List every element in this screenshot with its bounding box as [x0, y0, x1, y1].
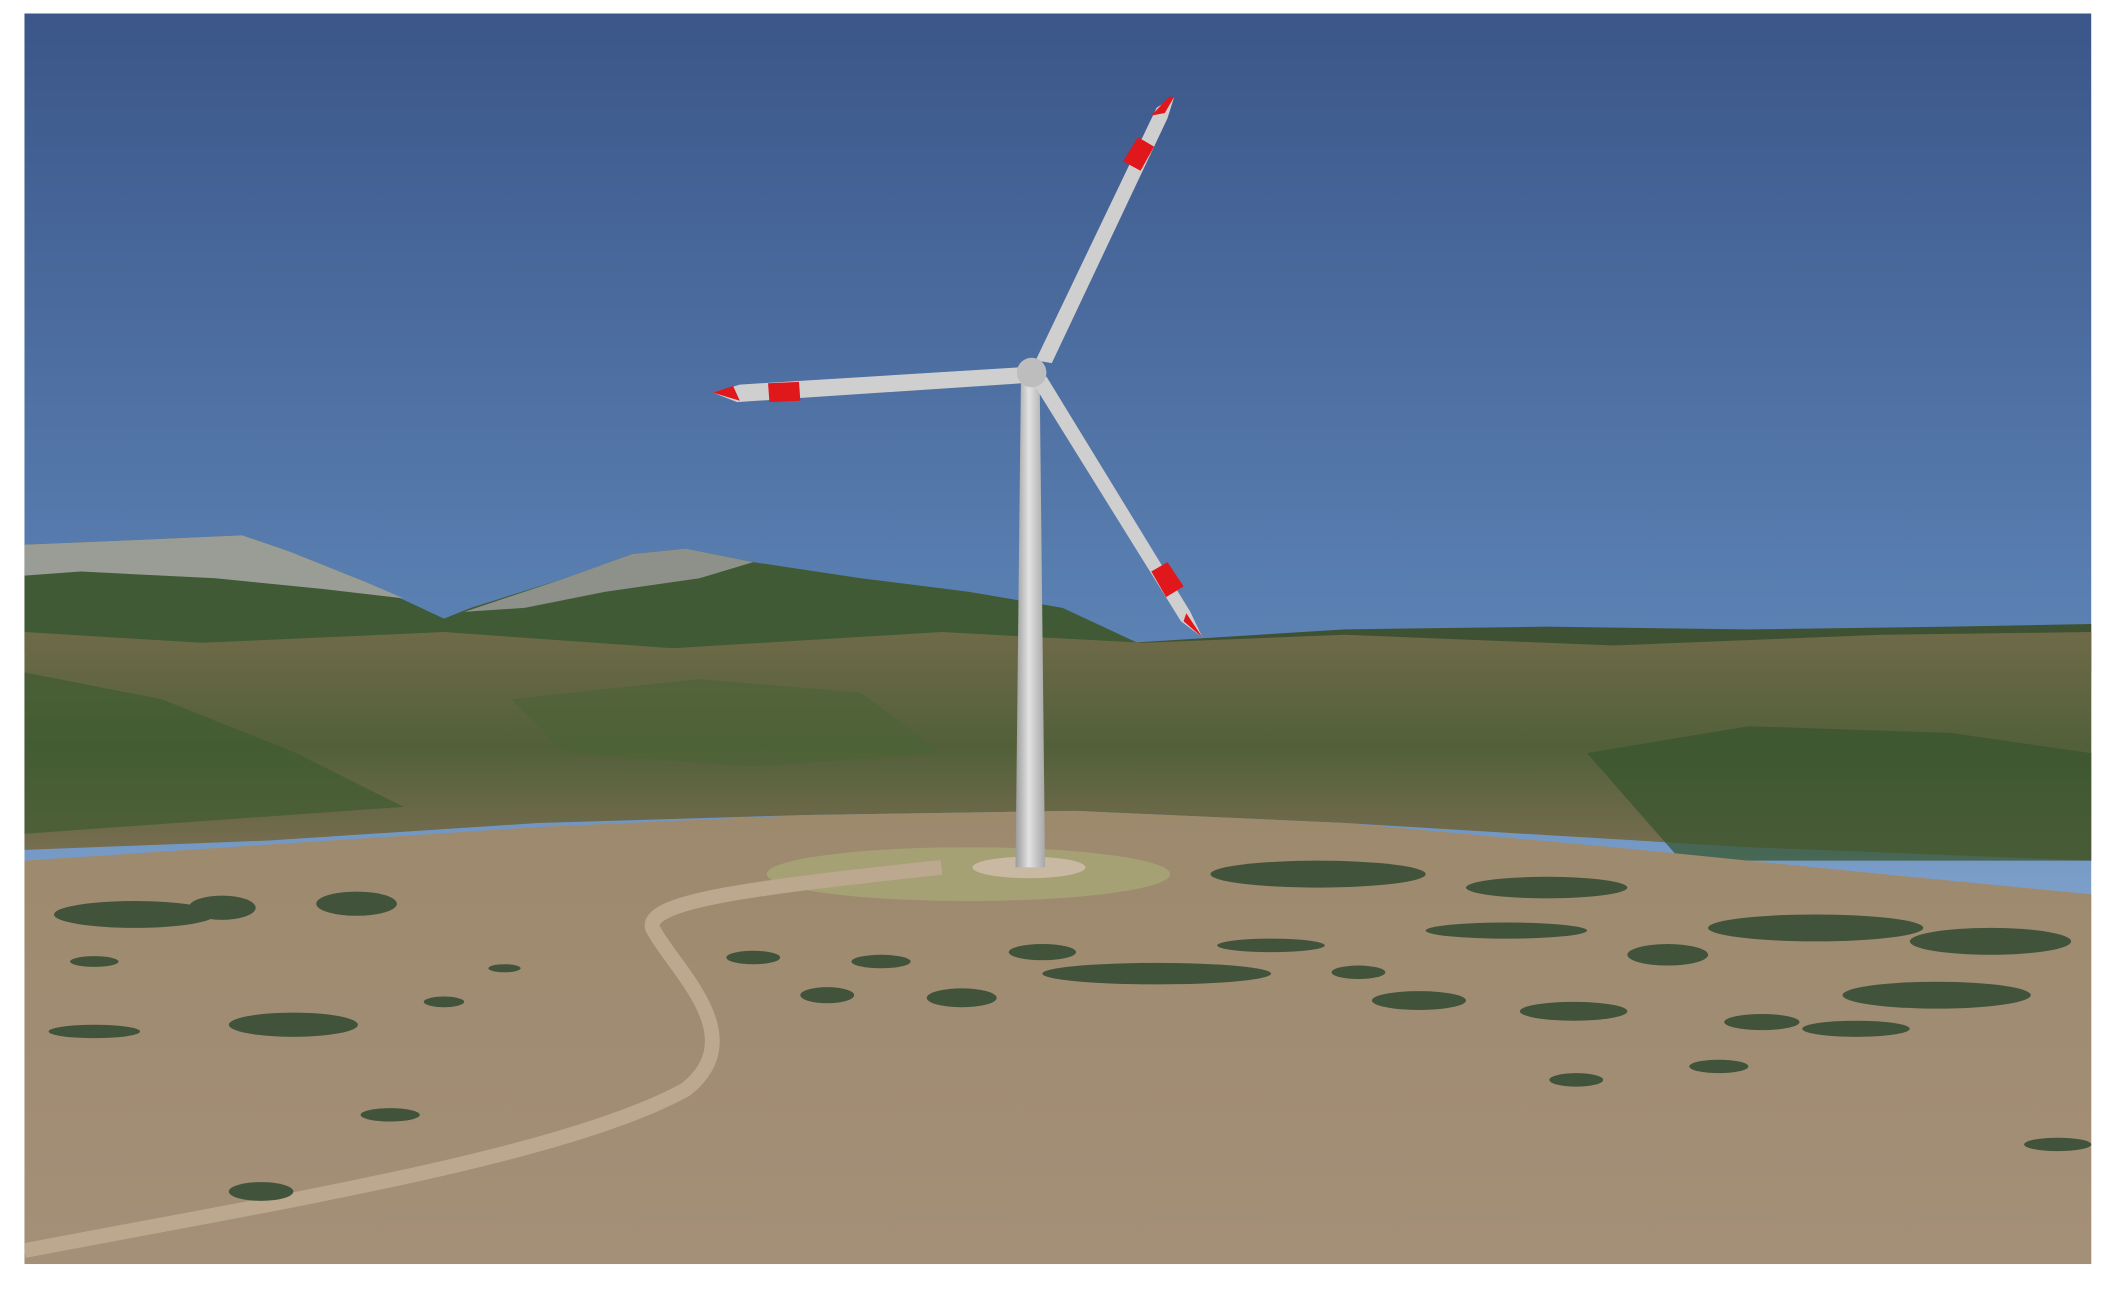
- road: [24, 860, 943, 1258]
- wind-turbine: [712, 96, 1203, 868]
- blade: [712, 367, 1023, 403]
- snowy-ridge: [24, 535, 404, 599]
- hills: [24, 632, 2092, 861]
- bushes: [48, 860, 2092, 1201]
- forest: [511, 679, 942, 767]
- blade: [1032, 376, 1203, 638]
- forest: [1587, 726, 2092, 861]
- hub: [1016, 357, 1047, 388]
- blade: [1035, 96, 1175, 364]
- view: [24, 13, 2092, 1265]
- tower: [1015, 383, 1046, 868]
- snowy-ridge: [464, 548, 754, 612]
- forest: [24, 672, 404, 834]
